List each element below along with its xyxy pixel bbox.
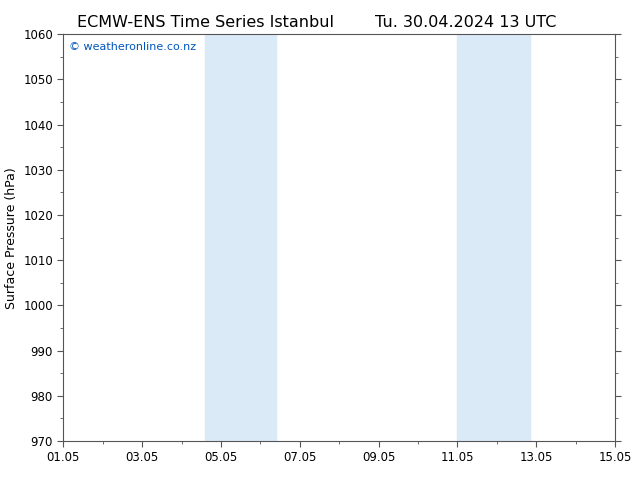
Y-axis label: Surface Pressure (hPa): Surface Pressure (hPa) — [4, 167, 18, 309]
Text: ECMW-ENS Time Series Istanbul        Tu. 30.04.2024 13 UTC: ECMW-ENS Time Series Istanbul Tu. 30.04.… — [77, 15, 557, 30]
Bar — [457, 34, 530, 441]
Text: © weatheronline.co.nz: © weatheronline.co.nz — [69, 43, 196, 52]
Bar — [205, 34, 276, 441]
